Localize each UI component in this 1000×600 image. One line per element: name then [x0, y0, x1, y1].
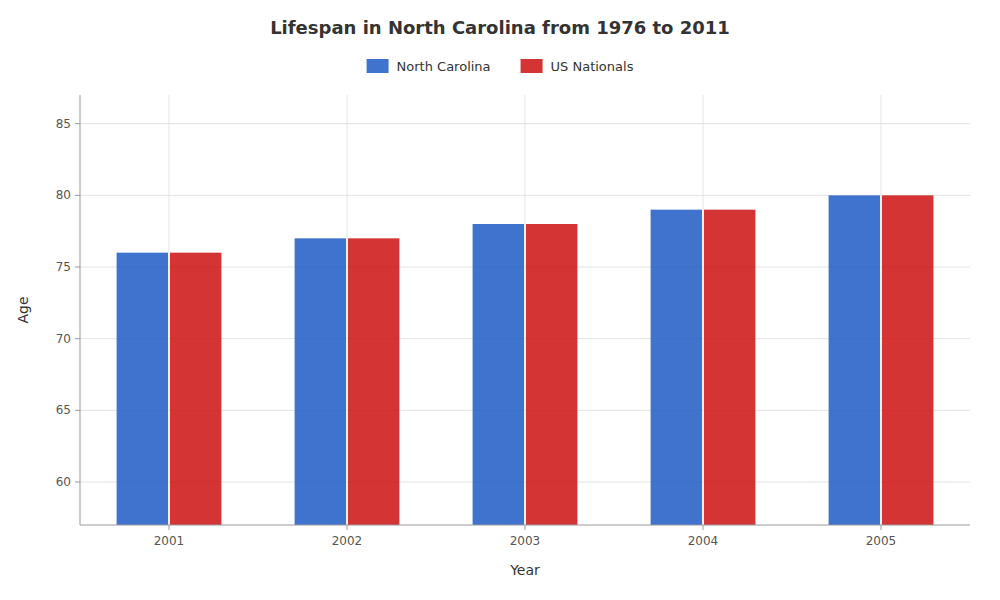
- y-tick: [75, 482, 80, 483]
- x-tick: [703, 525, 704, 530]
- bar: [348, 238, 399, 525]
- axes: 60 65 70 75 80 85 2001 2002 2003 2004 2005: [56, 95, 970, 548]
- legend-swatch: [521, 59, 543, 73]
- y-tick: [75, 410, 80, 411]
- y-tick: [75, 267, 80, 268]
- bar: [526, 224, 577, 525]
- x-grid-line: [703, 95, 704, 525]
- legend-item: North Carolina: [367, 59, 491, 74]
- y-tick-label: 75: [56, 260, 71, 274]
- series-bars: [170, 195, 933, 525]
- x-axis-label: Year: [509, 562, 540, 578]
- legend-item: US Nationals: [521, 59, 634, 74]
- y-tick: [75, 195, 80, 196]
- y-tick-label: 85: [56, 117, 71, 131]
- bar: [704, 210, 755, 525]
- bar: [651, 210, 702, 525]
- x-tick-label: 2004: [688, 534, 719, 548]
- legend-swatch: [367, 59, 389, 73]
- legend: North Carolina US Nationals: [367, 59, 634, 74]
- y-axis-label: Age: [15, 296, 31, 323]
- x-tick-label: 2001: [154, 534, 185, 548]
- y-tick: [75, 338, 80, 339]
- x-tick: [525, 525, 526, 530]
- bar: [882, 195, 933, 525]
- x-grid-line: [347, 95, 348, 525]
- y-tick-label: 60: [56, 475, 71, 489]
- x-tick: [881, 525, 882, 530]
- bars: [117, 195, 934, 525]
- y-tick-label: 65: [56, 403, 71, 417]
- y-axis-line: [80, 95, 81, 525]
- x-grid-line: [881, 95, 882, 525]
- title: Lifespan in North Carolina from 1976 to …: [270, 17, 730, 38]
- x-grid-line: [525, 95, 526, 525]
- x-tick: [169, 525, 170, 530]
- series-bars: [117, 195, 880, 525]
- bar: [117, 253, 168, 525]
- bar: [170, 253, 221, 525]
- y-tick-label: 80: [56, 188, 71, 202]
- x-tick-label: 2005: [866, 534, 897, 548]
- y-tick-label: 70: [56, 332, 71, 346]
- bar: [295, 238, 346, 525]
- x-grid-line: [169, 95, 170, 525]
- y-tick: [75, 123, 80, 124]
- legend-label: North Carolina: [397, 59, 491, 74]
- chart: 60 65 70 75 80 85 2001 2002 2003 2004 2005 Year Age L…: [0, 0, 1000, 600]
- x-tick-label: 2002: [332, 534, 363, 548]
- x-tick: [347, 525, 348, 530]
- page: {"chart_data": {"type": "bar", "title": …: [0, 0, 1000, 600]
- bar: [473, 224, 524, 525]
- legend-label: US Nationals: [551, 59, 634, 74]
- bar: [829, 195, 880, 525]
- x-tick-label: 2003: [510, 534, 541, 548]
